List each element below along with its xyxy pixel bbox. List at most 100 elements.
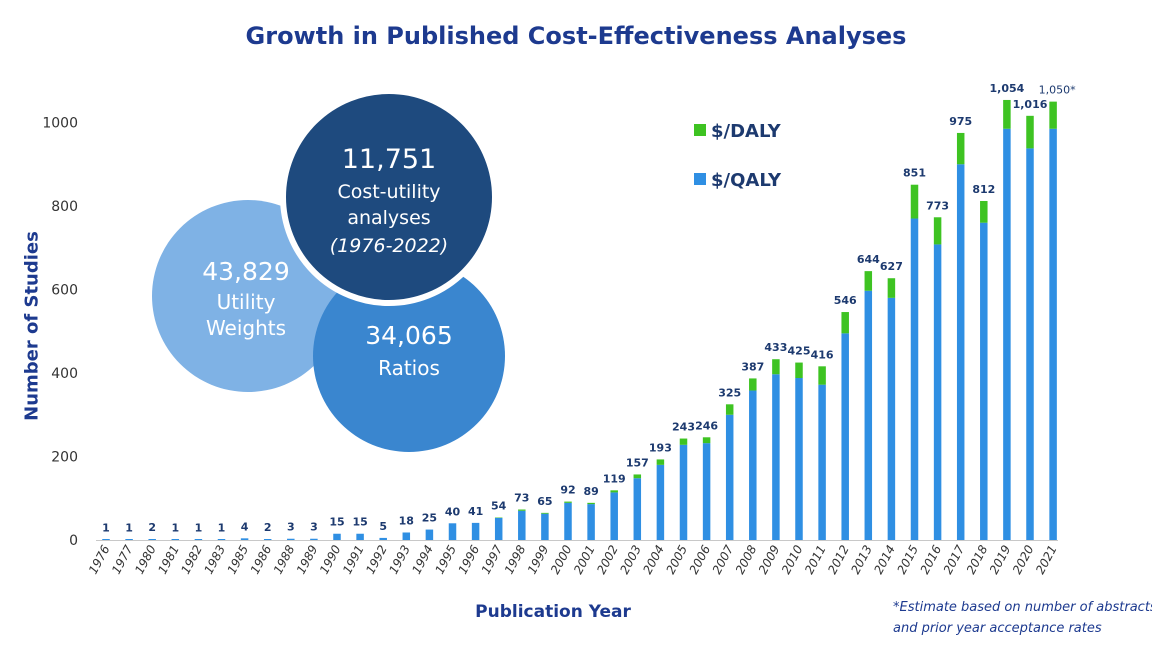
bar-qaly-1981 bbox=[171, 539, 180, 540]
bar-qaly-2001 bbox=[587, 504, 595, 540]
x-tick-label-1985: 1985 bbox=[225, 543, 252, 577]
bar-daly-2016 bbox=[933, 217, 942, 245]
footnote-line-2: and prior year acceptance rates bbox=[893, 621, 1102, 636]
data-label-2013: 644 bbox=[857, 253, 880, 266]
x-tick-label-2011: 2011 bbox=[802, 543, 829, 577]
bubble-cua-label-3: (1976-2022) bbox=[330, 235, 448, 257]
data-label-2014: 627 bbox=[880, 260, 903, 273]
legend-swatch-daly bbox=[694, 124, 706, 136]
data-label-2020: 1,016 bbox=[1013, 98, 1048, 111]
data-label-2015: 851 bbox=[903, 167, 926, 180]
x-tick-label-2013: 2013 bbox=[848, 543, 875, 577]
bar-qaly-1992 bbox=[379, 537, 387, 540]
bubble-ratios-value: 34,065 bbox=[365, 321, 452, 350]
y-tick-label: 1000 bbox=[42, 116, 78, 132]
data-label-1992: 5 bbox=[379, 520, 387, 533]
x-tick-label-2012: 2012 bbox=[825, 543, 852, 577]
legend-label-daly: $/DALY bbox=[711, 121, 782, 142]
x-tick-label-2008: 2008 bbox=[733, 543, 760, 577]
y-tick-label: 800 bbox=[51, 199, 78, 215]
bubble-utility-value: 43,829 bbox=[202, 257, 289, 286]
data-label-2000: 92 bbox=[560, 484, 575, 497]
x-axis-label: Publication Year bbox=[475, 602, 631, 622]
x-tick-label-2001: 2001 bbox=[571, 543, 598, 577]
x-tick-label-1986: 1986 bbox=[248, 543, 275, 577]
data-label-1986: 2 bbox=[264, 521, 272, 534]
bubble-cost-utility bbox=[280, 88, 498, 306]
bar-daly-1999 bbox=[541, 512, 549, 514]
x-tick-label-2019: 2019 bbox=[987, 543, 1014, 577]
bar-daly-2017 bbox=[956, 132, 965, 165]
y-tick-label: 200 bbox=[51, 450, 78, 466]
bar-daly-1998 bbox=[518, 509, 526, 511]
bar-qaly-1996 bbox=[471, 522, 480, 540]
bar-daly-2010 bbox=[795, 362, 803, 379]
data-label-1991: 15 bbox=[352, 516, 367, 529]
data-label-1995: 40 bbox=[445, 505, 461, 518]
x-tick-label-1992: 1992 bbox=[363, 543, 390, 577]
x-tick-label-1997: 1997 bbox=[479, 543, 506, 577]
data-label-1977: 1 bbox=[125, 522, 133, 535]
bar-qaly-1998 bbox=[518, 510, 526, 540]
bars bbox=[102, 99, 1057, 540]
bar-qaly-1993 bbox=[402, 532, 411, 540]
bar-qaly-2008 bbox=[749, 390, 757, 540]
x-tick-label-2018: 2018 bbox=[964, 543, 991, 577]
y-tick-label: 600 bbox=[51, 283, 78, 299]
data-label-2011: 416 bbox=[811, 348, 834, 361]
x-tick-label-1983: 1983 bbox=[201, 543, 228, 577]
bubble-cua-value: 11,751 bbox=[342, 144, 436, 175]
bar-daly-2011 bbox=[818, 366, 826, 385]
bar-qaly-2019 bbox=[1003, 128, 1011, 540]
bar-qaly-1983 bbox=[217, 539, 226, 540]
data-label-1989: 3 bbox=[310, 521, 318, 534]
data-label-2016: 773 bbox=[926, 199, 949, 212]
data-label-1999: 65 bbox=[537, 495, 552, 508]
x-tick-labels: 1976197719801981198219831985198619881989… bbox=[86, 543, 1060, 577]
data-label-2018: 812 bbox=[972, 183, 995, 196]
bar-daly-2001 bbox=[587, 502, 595, 505]
data-label-2021: 1,050* bbox=[1039, 84, 1076, 97]
bar-daly-2015 bbox=[910, 184, 919, 219]
bar-qaly-2021 bbox=[1049, 128, 1057, 540]
bar-daly-2005 bbox=[679, 438, 688, 445]
bar-daly-2021 bbox=[1049, 101, 1057, 129]
bar-qaly-2000 bbox=[564, 502, 572, 540]
bar-qaly-1986 bbox=[263, 539, 272, 540]
x-tick-label-2016: 2016 bbox=[918, 543, 945, 577]
x-tick-label-1981: 1981 bbox=[155, 543, 182, 577]
bar-qaly-1985 bbox=[240, 538, 249, 540]
x-tick-label-1996: 1996 bbox=[456, 543, 483, 577]
bubble-cua-label-1: Cost-utility bbox=[337, 181, 440, 203]
data-label-2012: 546 bbox=[834, 294, 857, 307]
bar-daly-2009 bbox=[772, 359, 780, 375]
bar-qaly-2009 bbox=[772, 374, 780, 540]
x-tick-label-2014: 2014 bbox=[871, 543, 898, 577]
bar-qaly-1988 bbox=[287, 538, 295, 540]
x-tick-label-1977: 1977 bbox=[109, 543, 136, 577]
bar-qaly-1994 bbox=[425, 529, 434, 540]
bar-qaly-1999 bbox=[541, 513, 549, 540]
legend-label-qaly: $/QALY bbox=[711, 170, 782, 191]
footnote-line-1: *Estimate based on number of abstracts bbox=[893, 600, 1152, 615]
data-label-1976: 1 bbox=[102, 522, 110, 535]
x-tick-label-2004: 2004 bbox=[640, 543, 667, 577]
summary-bubbles: 43,829 Utility Weights 34,065 Ratios 11,… bbox=[152, 88, 505, 452]
x-tick-label-1976: 1976 bbox=[86, 543, 113, 577]
bar-qaly-2015 bbox=[910, 218, 919, 540]
x-tick-label-1988: 1988 bbox=[271, 543, 298, 577]
bar-qaly-2020 bbox=[1026, 148, 1034, 540]
footnote: *Estimate based on number of abstracts a… bbox=[893, 597, 1152, 639]
bar-daly-2008 bbox=[749, 378, 757, 391]
x-tick-label-2003: 2003 bbox=[617, 543, 644, 577]
bar-qaly-2017 bbox=[956, 164, 965, 540]
bar-qaly-1982 bbox=[194, 539, 203, 540]
bar-daly-2018 bbox=[980, 200, 988, 223]
x-tick-label-2009: 2009 bbox=[756, 543, 783, 577]
bar-qaly-1976 bbox=[102, 539, 110, 540]
y-tick-label: 0 bbox=[69, 533, 78, 549]
data-label-2010: 425 bbox=[788, 345, 811, 358]
x-tick-label-2000: 2000 bbox=[548, 543, 575, 577]
x-tick-label-2015: 2015 bbox=[894, 543, 921, 577]
